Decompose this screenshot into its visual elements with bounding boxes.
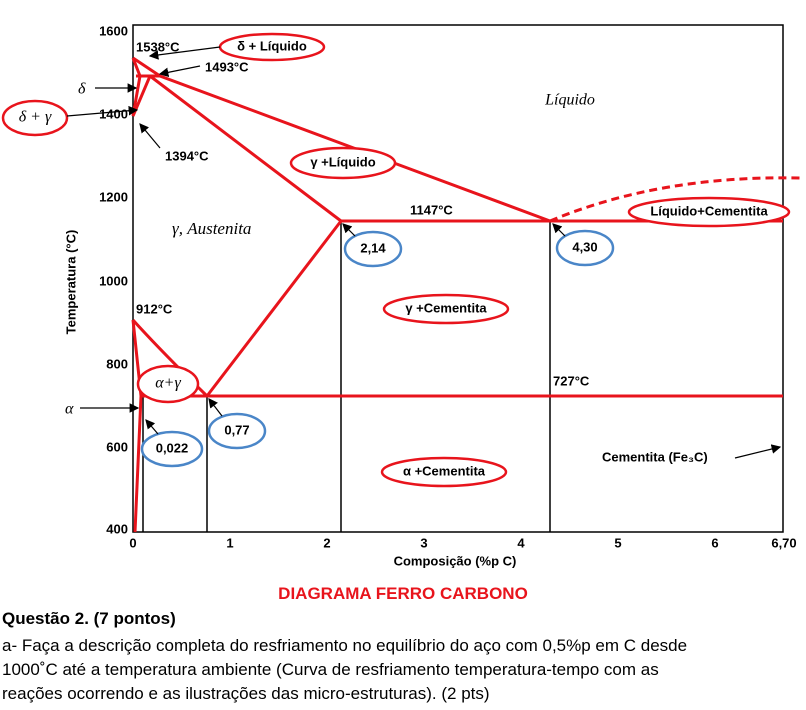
labels: 1538°C δ + Líquido 1493°C δ δ + γ 1394°C… xyxy=(19,38,769,478)
question-title: Questão 2. (7 pontos) xyxy=(2,609,176,628)
label: δ + Líquido xyxy=(237,38,307,53)
y-tick-label: 1200 xyxy=(99,189,128,204)
label: Líquido xyxy=(544,92,595,109)
label: 727°C xyxy=(553,373,590,388)
x-axis: 0 1 2 3 4 5 6 6,70 Composição (%p C) xyxy=(129,535,796,568)
y-tick-label: 400 xyxy=(106,521,128,536)
label: 1538°C xyxy=(136,39,180,54)
label: α+γ xyxy=(155,375,181,392)
label: α +Cementita xyxy=(403,463,486,478)
phase-lines xyxy=(131,56,801,533)
x-tick-label: 1 xyxy=(226,535,233,550)
text-line: 1000˚C até a temperatura ambiente (Curva… xyxy=(2,660,659,679)
annotations xyxy=(1,32,791,488)
text-line: a- Faça a descrição completa do resfriam… xyxy=(2,636,688,655)
y-tick-label: 1600 xyxy=(99,23,128,38)
label: 0,022 xyxy=(156,440,189,455)
y-axis: 1600 1400 1200 1000 800 600 400 Temperat… xyxy=(63,23,128,536)
y-tick-label: 600 xyxy=(106,439,128,454)
label: 1394°C xyxy=(165,148,209,163)
y-tick-label: 1000 xyxy=(99,273,128,288)
question-text: a- Faça a descrição completa do resfriam… xyxy=(2,634,687,706)
phase-diagram: 1538°C δ + Líquido 1493°C δ δ + γ 1394°C… xyxy=(1,23,801,568)
y-tick-label: 1400 xyxy=(99,106,128,121)
x-tick-label: 5 xyxy=(614,535,621,550)
label: 1493°C xyxy=(205,59,249,74)
label: γ, Austenita xyxy=(172,219,251,238)
label: 912°C xyxy=(136,301,173,316)
x-tick-label: 0 xyxy=(129,535,136,550)
label: γ +Líquido xyxy=(310,154,375,169)
label: δ xyxy=(78,81,86,98)
text-line: reações ocorrendo e as ilustrações das m… xyxy=(2,684,490,703)
label: 2,14 xyxy=(360,240,386,255)
label: 4,30 xyxy=(572,239,597,254)
x-tick-label: 6 xyxy=(711,535,718,550)
label: 0,77 xyxy=(224,422,249,437)
x-axis-title: Composição (%p C) xyxy=(394,553,517,568)
label: α xyxy=(65,401,74,418)
x-tick-label: 4 xyxy=(517,535,525,550)
label: γ +Cementita xyxy=(405,300,487,315)
label: Líquido+Cementita xyxy=(650,203,768,218)
label: 1147°C xyxy=(410,202,453,217)
label: δ + γ xyxy=(19,109,52,126)
x-tick-label: 3 xyxy=(420,535,427,550)
y-axis-title: Temperatura (°C) xyxy=(63,230,78,335)
label: Cementita (Fe₃C) xyxy=(602,449,708,464)
caption: DIAGRAMA FERRO CARBONO xyxy=(278,584,528,603)
x-tick-label: 2 xyxy=(323,535,330,550)
y-tick-label: 800 xyxy=(106,356,128,371)
x-tick-label: 6,70 xyxy=(771,535,796,550)
